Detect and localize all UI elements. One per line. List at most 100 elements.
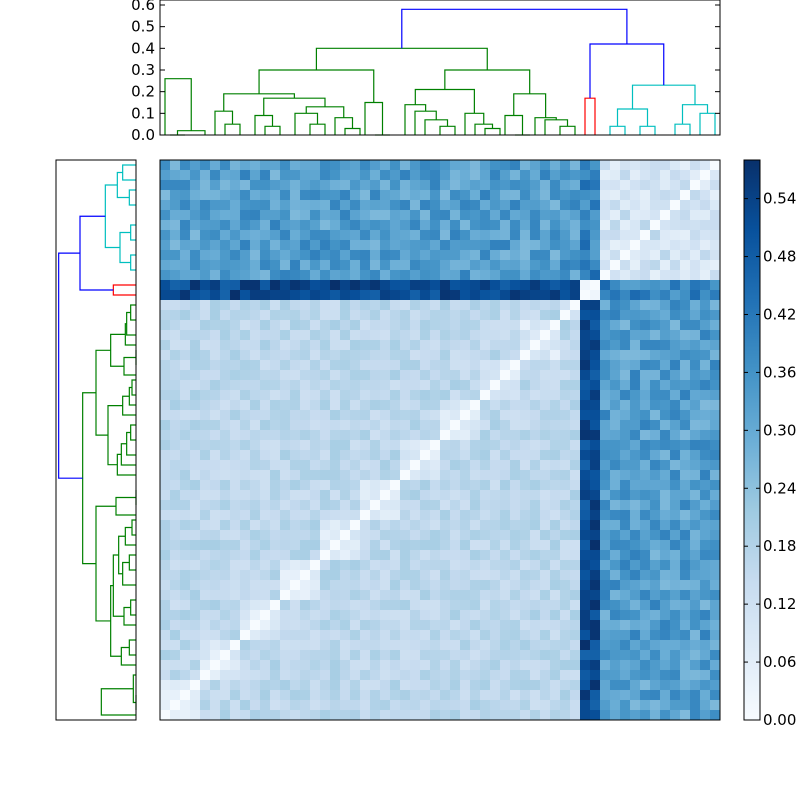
heatmap-cell (330, 610, 341, 621)
heatmap-cell (380, 350, 391, 361)
heatmap-cell (500, 220, 511, 231)
heatmap-cell (440, 460, 451, 471)
heatmap-cell (230, 210, 241, 221)
heatmap-cell (570, 450, 581, 461)
heatmap-cell (650, 330, 661, 341)
heatmap-cell (380, 320, 391, 331)
heatmap-cell (330, 710, 341, 721)
heatmap-cell (350, 510, 361, 521)
heatmap-cell (350, 560, 361, 571)
heatmap-cell (640, 700, 651, 711)
heatmap-cell (420, 310, 431, 321)
heatmap-cell (390, 530, 401, 541)
heatmap-cell (590, 570, 601, 581)
heatmap-cell (220, 670, 231, 681)
heatmap-cell (420, 680, 431, 691)
heatmap-cell (610, 640, 621, 651)
heatmap-cell (330, 170, 341, 181)
heatmap-cell (650, 510, 661, 521)
heatmap-cell (360, 210, 371, 221)
heatmap-cell (660, 550, 671, 561)
heatmap-cell (700, 270, 711, 281)
heatmap-cell (460, 600, 471, 611)
heatmap-cell (580, 300, 591, 311)
heatmap-cell (560, 650, 571, 661)
heatmap-cell (590, 590, 601, 601)
heatmap-cell (370, 160, 381, 171)
heatmap-cell (300, 690, 311, 701)
heatmap-cell (180, 590, 191, 601)
heatmap-cell (620, 340, 631, 351)
heatmap-cell (230, 680, 241, 691)
heatmap-cell (540, 520, 551, 531)
heatmap-cell (450, 210, 461, 221)
heatmap-cell (540, 510, 551, 521)
heatmap-frame (159, 159, 721, 721)
heatmap-cell (280, 300, 291, 311)
heatmap-cell (620, 650, 631, 661)
heatmap-cell (240, 460, 251, 471)
heatmap-cell (230, 160, 241, 171)
heatmap-cell (600, 430, 611, 441)
heatmap-cell (290, 320, 301, 331)
heatmap-cell (300, 410, 311, 421)
heatmap-cell (440, 440, 451, 451)
heatmap-cell (240, 250, 251, 261)
heatmap-cell (400, 620, 411, 631)
heatmap-cell (440, 180, 451, 191)
heatmap-cell (190, 660, 201, 671)
heatmap-cell (200, 160, 211, 171)
heatmap-cell (630, 180, 641, 191)
heatmap-cell (400, 190, 411, 201)
heatmap-cell (580, 210, 591, 221)
heatmap-cell (300, 590, 311, 601)
heatmap-cell (490, 210, 501, 221)
heatmap-cell (370, 460, 381, 471)
heatmap-cell (500, 510, 511, 521)
heatmap-cell (700, 540, 711, 551)
heatmap-cell (490, 380, 501, 391)
heatmap-cell (270, 190, 281, 201)
heatmap-cell (340, 310, 351, 321)
heatmap-cell (340, 690, 351, 701)
heatmap-cell (680, 240, 691, 251)
heatmap-cell (490, 490, 501, 501)
heatmap-cell (670, 690, 681, 701)
heatmap-cell (650, 350, 661, 361)
heatmap-cell (710, 230, 721, 241)
heatmap-cell (190, 260, 201, 271)
heatmap-cell (530, 440, 541, 451)
heatmap-cell (220, 420, 231, 431)
heatmap-cell (210, 540, 221, 551)
heatmap-cell (500, 180, 511, 191)
heatmap-cell (710, 410, 721, 421)
heatmap-cell (660, 360, 671, 371)
heatmap-cell (270, 470, 281, 481)
heatmap-cell (190, 540, 201, 551)
heatmap-cell (160, 190, 171, 201)
heatmap-cell (240, 630, 251, 641)
heatmap-cell (320, 660, 331, 671)
heatmap-cell (670, 620, 681, 631)
heatmap-cell (180, 230, 191, 241)
heatmap-cell (630, 400, 641, 411)
heatmap-cell (560, 610, 571, 621)
heatmap-cell (310, 550, 321, 561)
heatmap-cell (480, 350, 491, 361)
heatmap-cell (540, 300, 551, 311)
heatmap-cell (350, 350, 361, 361)
heatmap-cell (200, 520, 211, 531)
heatmap-cell (460, 500, 471, 511)
heatmap-cell (350, 430, 361, 441)
heatmap-cell (620, 370, 631, 381)
heatmap-cell (430, 250, 441, 261)
heatmap-cell (380, 280, 391, 291)
heatmap-cell (620, 210, 631, 221)
heatmap-cell (530, 160, 541, 171)
heatmap-cell (540, 600, 551, 611)
heatmap-cell (360, 360, 371, 371)
heatmap-cell (430, 450, 441, 461)
heatmap-cell (660, 710, 671, 721)
heatmap-cell (260, 710, 271, 721)
heatmap-cell (590, 480, 601, 491)
